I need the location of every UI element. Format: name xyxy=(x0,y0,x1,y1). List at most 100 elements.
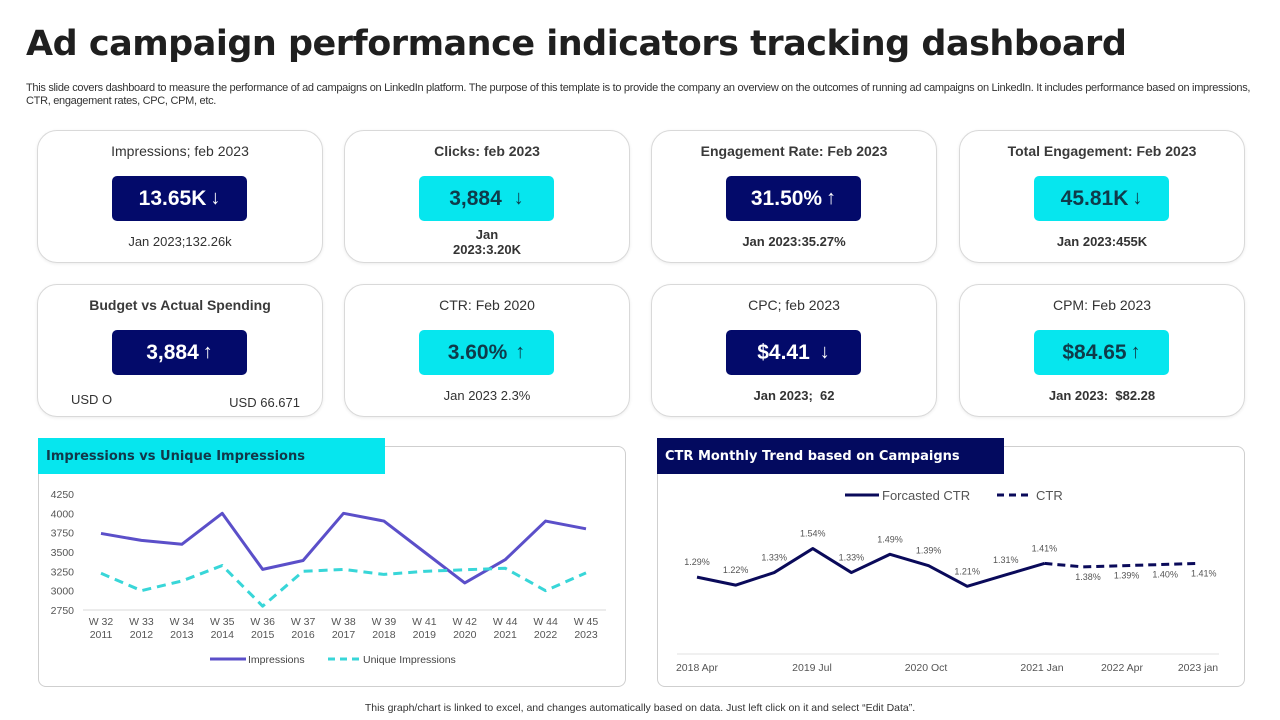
x-tick-label: 2023 jan xyxy=(1178,662,1218,674)
kpi-comparison: Jan 2023: $82.28 xyxy=(1048,388,1156,403)
data-label: 1.33% xyxy=(761,553,787,563)
x-tick-label: 2018 Apr xyxy=(676,662,719,674)
kpi-value-box: $4.41 ↓ xyxy=(726,330,861,375)
x-tick-label: 2020 Oct xyxy=(905,662,948,674)
x-tick-label: W 38 xyxy=(331,616,356,628)
arrow-down-icon: ↓ xyxy=(1132,187,1143,209)
x-tick-label: 2013 xyxy=(170,629,194,641)
kpi-value: $84.65 xyxy=(1062,340,1127,364)
kpi-title: Engagement Rate: Feb 2023 xyxy=(700,143,888,159)
kpi-card-cpc: CPC; feb 2023 $4.41 ↓ Jan 2023; 62 xyxy=(651,284,937,417)
actual-value: USD 66.671 xyxy=(229,395,300,410)
arrow-up-icon: ↑ xyxy=(1130,341,1141,363)
x-tick-label: W 42 xyxy=(452,616,477,628)
x-tick-label: 2016 xyxy=(291,629,315,641)
y-tick-label: 4000 xyxy=(51,508,75,520)
kpi-comparison: Jan 2023:455K xyxy=(1056,234,1148,249)
x-tick-label: W 41 xyxy=(412,616,437,628)
legend-label: Impressions xyxy=(248,654,305,666)
arrow-down-icon: ↓ xyxy=(210,187,221,209)
data-label: 1.49% xyxy=(877,534,903,544)
kpi-title: Clicks: feb 2023 xyxy=(434,143,540,159)
kpi-comparison-line2: 2023:3.20K xyxy=(453,242,521,257)
data-label: 1.39% xyxy=(916,546,942,556)
kpi-comparison: Jan 2023 2.3% xyxy=(443,388,531,403)
x-tick-label: W 35 xyxy=(210,616,235,628)
data-label: 1.41% xyxy=(1191,568,1217,578)
arrow-up-icon: ↑ xyxy=(202,341,213,363)
x-tick-label: 2017 xyxy=(332,629,356,641)
legend-label: Forcasted CTR xyxy=(882,488,970,503)
page-title: Ad campaign performance indicators track… xyxy=(26,24,1127,64)
x-tick-label: 2023 xyxy=(574,629,598,641)
x-tick-label: 2015 xyxy=(251,629,275,641)
x-tick-label: 2021 Jan xyxy=(1020,662,1063,674)
kpi-value-box: 45.81K ↓ xyxy=(1034,176,1169,221)
kpi-card-ctr: CTR: Feb 2020 3.60% ↑ Jan 2023 2.3% xyxy=(344,284,630,417)
kpi-value-box: $84.65 ↑ xyxy=(1034,330,1169,375)
kpi-value: $4.41 xyxy=(757,340,810,364)
kpi-value-box: 3.60% ↑ xyxy=(419,330,554,375)
data-label: 1.39% xyxy=(1114,571,1140,581)
y-tick-label: 3500 xyxy=(51,547,75,559)
data-label: 1.22% xyxy=(723,565,749,575)
kpi-card-impressions: Impressions; feb 2023 13.65K ↓ Jan 2023;1… xyxy=(37,130,323,263)
x-tick-label: W 37 xyxy=(291,616,316,628)
x-tick-label: W 45 xyxy=(574,616,599,628)
kpi-comparison: Jan 2023:3.20K xyxy=(345,227,629,257)
kpi-comparison-line1: Jan xyxy=(475,227,499,242)
kpi-value: 3,884 xyxy=(449,186,502,210)
kpi-value-box: 31.50% ↑ xyxy=(726,176,861,221)
ctr-chart-panel xyxy=(657,446,1245,687)
arrow-down-icon: ↓ xyxy=(513,187,524,209)
data-label: 1.21% xyxy=(954,566,980,576)
x-tick-label: W 32 xyxy=(89,616,114,628)
arrow-up-icon: ↑ xyxy=(826,187,837,209)
impressions-chart-panel xyxy=(38,446,626,687)
x-tick-label: W 33 xyxy=(129,616,154,628)
data-label: 1.31% xyxy=(993,555,1019,565)
budget-value: USD O xyxy=(71,392,113,407)
kpi-value-box: 3,884 ↓ xyxy=(419,176,554,221)
x-tick-label: W 44 xyxy=(493,616,518,628)
ctr-line-chart[interactable]: Forcasted CTR CTR 1.29% 1.22% 1.33% 1.54% 1.33… xyxy=(657,476,1245,681)
kpi-value-box: 13.65K ↓ xyxy=(112,176,247,221)
y-tick-label: 3000 xyxy=(51,586,75,598)
series-line-forcasted-ctr xyxy=(696,547,1045,588)
footer-note: This graph/chart is linked to excel, and… xyxy=(364,702,916,714)
x-tick-label: 2019 xyxy=(413,629,437,641)
kpi-title: Budget vs Actual Spending xyxy=(89,297,271,313)
x-tick-label: 2019 Jul xyxy=(792,662,832,674)
kpi-value: 45.81K xyxy=(1060,186,1129,210)
kpi-title: Impressions; feb 2023 xyxy=(111,143,249,159)
kpi-card-clicks: Clicks: feb 2023 3,884 ↓ Jan 2023:3.20K xyxy=(344,130,630,263)
kpi-card-engagement-rate: Engagement Rate: Feb 2023 31.50% ↑ Jan 20… xyxy=(651,130,937,263)
kpi-title: CTR: Feb 2020 xyxy=(439,297,535,313)
data-label: 1.41% xyxy=(1032,543,1058,553)
x-tick-label: 2022 Apr xyxy=(1101,662,1144,674)
y-tick-label: 3250 xyxy=(51,566,75,578)
series-line-unique-impressions xyxy=(100,564,587,608)
kpi-comparison: Jan 2023;132.26k xyxy=(128,234,232,249)
series-line-impressions xyxy=(100,511,587,585)
data-label: 1.29% xyxy=(684,557,710,567)
ctr-chart-title: CTR Monthly Trend based on Campaigns xyxy=(657,438,1004,474)
x-tick-label: 2022 xyxy=(534,629,558,641)
x-tick-label: W 36 xyxy=(250,616,275,628)
legend-label: Unique Impressions xyxy=(363,654,456,666)
kpi-title: CPM: Feb 2023 xyxy=(1052,297,1152,313)
kpi-title: CPC; feb 2023 xyxy=(748,297,840,313)
x-tick-label: W 44 xyxy=(533,616,558,628)
x-tick-label: W 34 xyxy=(170,616,195,628)
kpi-value: 3.60% xyxy=(447,340,508,364)
kpi-value: 3,884 xyxy=(146,340,199,364)
x-tick-label: 2012 xyxy=(130,629,154,641)
kpi-comparison: Jan 2023:35.27% xyxy=(742,234,846,249)
kpi-value: 31.50% xyxy=(750,186,823,210)
page-description: This slide covers dashboard to measure t… xyxy=(26,82,1251,107)
kpi-card-budget-vs-actual: Budget vs Actual Spending 3,884 ↑ USD O U… xyxy=(37,284,323,417)
data-label: 1.33% xyxy=(839,553,865,563)
y-tick-label: 4250 xyxy=(51,489,75,501)
kpi-card-cpm: CPM: Feb 2023 $84.65 ↑ Jan 2023: $82.28 xyxy=(959,284,1245,417)
